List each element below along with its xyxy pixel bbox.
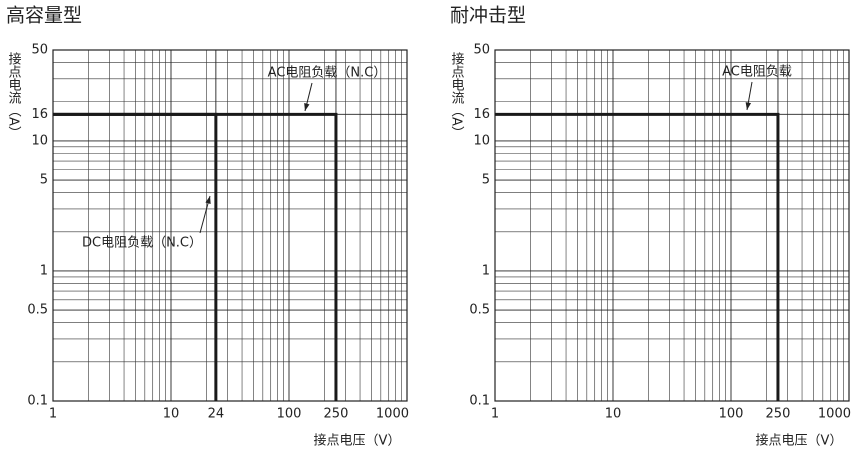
series-label: DC电阻负载（N.C） — [82, 236, 202, 251]
x-tick-label: 24 — [208, 407, 225, 422]
y-tick-label: 5 — [40, 173, 48, 188]
y-axis-label: 接点电流（A） — [6, 51, 22, 138]
arrow-head — [205, 196, 211, 204]
series-line — [495, 112, 780, 401]
y-tick-label: 10 — [31, 133, 48, 148]
x-tick-label: 10 — [163, 407, 180, 422]
chart-title: 高容量型 — [6, 5, 82, 27]
x-axis-label: 接点电压（V） — [314, 433, 401, 449]
x-tick-label: 100 — [277, 407, 302, 422]
x-tick-label: 10 — [605, 407, 622, 422]
y-tick-label: 16 — [31, 107, 48, 122]
x-tick-label: 100 — [719, 407, 744, 422]
x-tick-label: 1 — [491, 407, 499, 422]
x-tick-label: 250 — [766, 407, 791, 422]
y-tick-label: 0.5 — [27, 303, 48, 318]
y-tick-label: 1 — [482, 263, 490, 278]
y-tick-label: 0.1 — [27, 394, 48, 409]
y-tick-label: 10 — [473, 133, 490, 148]
y-tick-label: 0.1 — [469, 394, 490, 409]
arrow-head — [745, 102, 752, 110]
y-tick-label: 0.5 — [469, 303, 490, 318]
plot-frame — [494, 49, 850, 402]
x-tick-label: 250 — [324, 407, 349, 422]
y-tick-label: 1 — [40, 263, 48, 278]
series-label: AC电阻负载（N.C） — [268, 66, 387, 81]
series-line — [53, 112, 338, 401]
x-tick-label: 1000 — [376, 407, 409, 422]
series-label: AC电阻负载 — [722, 65, 792, 80]
y-tick-label: 16 — [473, 107, 490, 122]
x-tick-label: 1000 — [818, 407, 851, 422]
x-tick-label: 1 — [49, 407, 57, 422]
arrow-head — [304, 103, 310, 111]
y-tick-label: 50 — [473, 43, 490, 58]
y-tick-label: 5 — [482, 173, 490, 188]
y-tick-label: 50 — [31, 43, 48, 58]
x-axis-label: 接点电压（V） — [756, 433, 843, 449]
chart-title: 耐冲击型 — [450, 5, 526, 27]
y-axis-label: 接点电流（A） — [449, 51, 465, 138]
plot-frame — [52, 49, 408, 402]
series-line — [53, 112, 218, 401]
